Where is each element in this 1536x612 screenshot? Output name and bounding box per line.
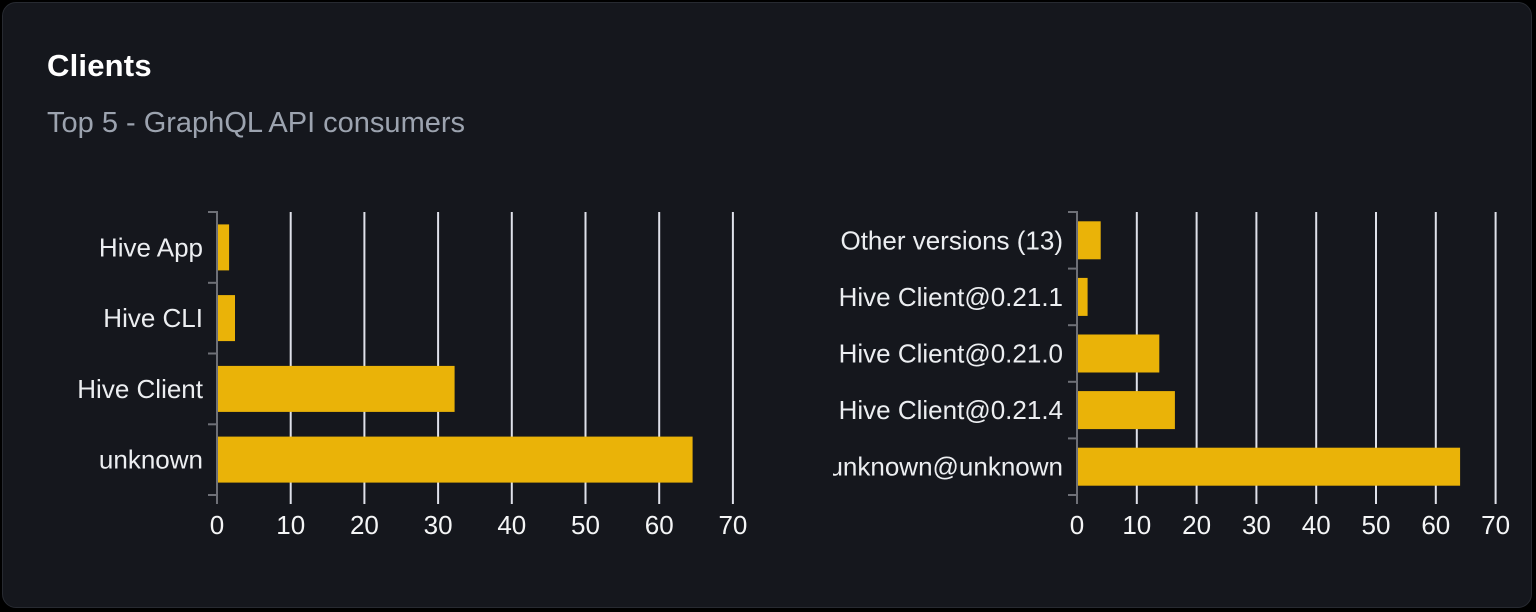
x-tick-label: 60 [645,510,674,540]
x-tick-label: 0 [210,510,224,540]
category-label-unknown: unknown [99,445,203,475]
bar-unknown-unknown [1078,447,1461,486]
x-tick-label: 10 [1122,510,1151,540]
category-label-hive-client-0-21-4: Hive Client@0.21.4 [839,395,1063,425]
bar-hive-client [218,365,455,412]
bar-hive-cli [218,295,235,342]
bar-other-versions-13 [1078,221,1101,260]
bar-hive-app [218,224,230,271]
x-tick-label: 30 [1242,510,1271,540]
card-subtitle: Top 5 - GraphQL API consumers [47,107,466,139]
x-tick-label: 60 [1421,510,1450,540]
client-versions-bar-chart: 0 10 20 30 40 50 60 70 Other versions (13) Hive C… [833,211,1510,540]
x-tick-label: 10 [276,510,305,540]
category-label-unknown-unknown: unknown@unknown [833,452,1063,482]
bar-unknown [218,436,693,483]
clients-bar-chart: 0 10 20 30 40 50 60 70 Hive App Hive CLI Hive Clie… [77,211,747,540]
category-label-hive-client: Hive Client [77,374,203,404]
x-tick-label: 70 [718,510,747,540]
category-label-other-versions-13: Other versions (13) [840,225,1063,255]
category-label-hive-cli: Hive CLI [103,303,203,333]
x-tick-label: 20 [350,510,379,540]
bar-hive-client-0-21-1 [1078,277,1088,316]
x-tick-label: 40 [497,510,526,540]
x-tick-label: 50 [571,510,600,540]
category-label-hive-client-0-21-1: Hive Client@0.21.1 [839,282,1063,312]
x-tick-label: 70 [1481,510,1510,540]
x-tick-label: 30 [424,510,453,540]
card-title: Clients [47,48,152,83]
bar-hive-client-0-21-4 [1078,391,1175,430]
category-label-hive-client-0-21-0: Hive Client@0.21.0 [839,339,1063,369]
x-tick-label: 40 [1302,510,1331,540]
category-label-hive-app: Hive App [99,232,203,262]
x-tick-label: 0 [1070,510,1084,540]
bar-hive-client-0-21-0 [1078,334,1160,373]
x-tick-label: 20 [1182,510,1211,540]
x-tick-label: 50 [1362,510,1391,540]
